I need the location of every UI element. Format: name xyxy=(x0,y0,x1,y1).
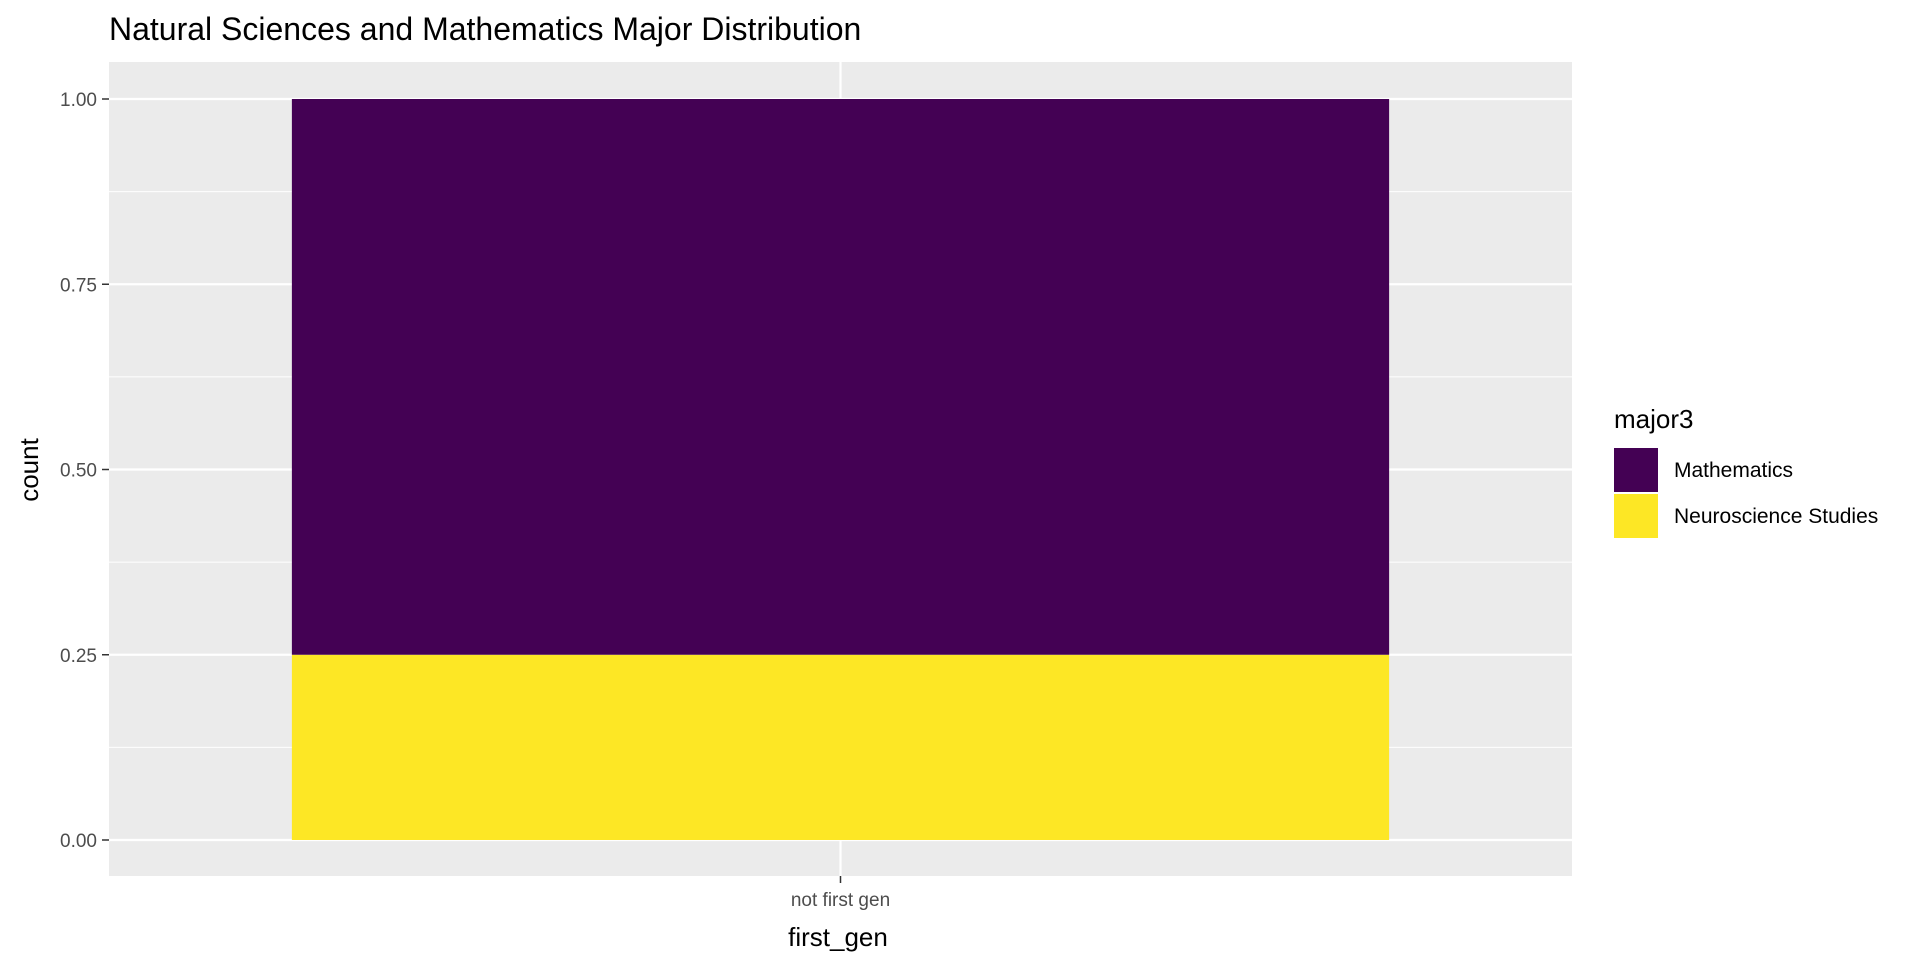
y-tick-label: 0.50 xyxy=(60,461,97,482)
legend-label: Neuroscience Studies xyxy=(1674,505,1878,528)
legend: major3 Mathematics Neuroscience Studies xyxy=(1614,404,1878,538)
y-axis-title: count xyxy=(14,437,44,501)
x-axis-title: first_gen xyxy=(788,922,888,952)
legend-label: Mathematics xyxy=(1674,459,1793,482)
chart-title: Natural Sciences and Mathematics Major D… xyxy=(109,11,861,47)
y-tick-label: 0.25 xyxy=(60,646,97,667)
legend-swatch xyxy=(1614,494,1658,538)
y-tick-label: 1.00 xyxy=(60,90,97,111)
y-axis: 0.00 0.25 0.50 0.75 1.00 xyxy=(60,90,109,852)
legend-title: major3 xyxy=(1614,404,1693,434)
bar-segment xyxy=(291,654,1390,840)
x-axis: not first gen xyxy=(791,876,890,911)
x-tick-label: not first gen xyxy=(791,890,890,911)
bar-segment xyxy=(291,99,1390,655)
legend-swatch xyxy=(1614,448,1658,492)
y-tick-label: 0.75 xyxy=(60,275,97,296)
bars xyxy=(291,99,1390,840)
y-tick-label: 0.00 xyxy=(60,831,97,852)
